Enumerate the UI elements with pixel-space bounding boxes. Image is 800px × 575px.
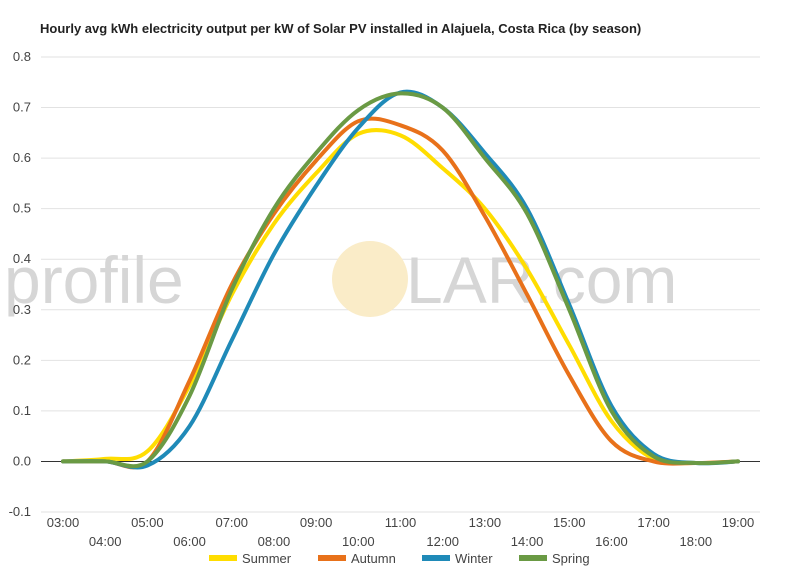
x-tick-label: 10:00 [342, 534, 375, 549]
legend-swatch-winter [422, 555, 450, 561]
x-tick-label: 14:00 [511, 534, 544, 549]
x-tick-label: 03:00 [47, 515, 80, 530]
y-tick-label: 0.5 [13, 201, 31, 216]
y-tick-label: 0.4 [13, 251, 31, 266]
x-tick-label: 09:00 [300, 515, 333, 530]
legend-label-spring: Spring [552, 551, 590, 566]
x-tick-label: 04:00 [89, 534, 122, 549]
x-tick-label: 17:00 [637, 515, 670, 530]
x-tick-label: 11:00 [385, 515, 417, 530]
legend-swatch-spring [519, 555, 547, 561]
x-tick-label: 19:00 [722, 515, 755, 530]
y-tick-label: 0.8 [13, 49, 31, 64]
legend-label-autumn: Autumn [351, 551, 396, 566]
x-tick-label: 15:00 [553, 515, 586, 530]
y-tick-label: 0.7 [13, 100, 31, 115]
y-tick-label: 0.6 [13, 150, 31, 165]
watermark-text-right: LAR.com [406, 243, 677, 317]
x-tick-label: 18:00 [680, 534, 713, 549]
legend-label-winter: Winter [455, 551, 493, 566]
x-tick-label: 16:00 [595, 534, 628, 549]
x-tick-label: 08:00 [258, 534, 291, 549]
x-tick-label: 06:00 [173, 534, 206, 549]
x-tick-label: 07:00 [215, 515, 248, 530]
chart-title: Hourly avg kWh electricity output per kW… [40, 21, 641, 36]
x-tick-label: 05:00 [131, 515, 164, 530]
y-tick-label: 0.3 [13, 302, 31, 317]
legend-label-summer: Summer [242, 551, 292, 566]
x-axis: 03:00 04:00 05:00 06:00 07:00 08:00 09:00 10:00… [47, 515, 755, 549]
y-tick-label: -0.1 [9, 504, 31, 519]
y-tick-label: 0.1 [13, 403, 31, 418]
x-tick-label: 12:00 [426, 534, 459, 549]
legend-swatch-autumn [318, 555, 346, 561]
watermark-sun-icon [332, 241, 408, 317]
y-tick-label: 0.0 [13, 453, 31, 468]
y-tick-label: 0.2 [13, 352, 31, 367]
legend-swatch-summer [209, 555, 237, 561]
x-tick-label: 13:00 [469, 515, 502, 530]
legend: Summer Autumn Winter Spring [209, 551, 590, 566]
watermark: profile LAR.com [4, 241, 677, 317]
